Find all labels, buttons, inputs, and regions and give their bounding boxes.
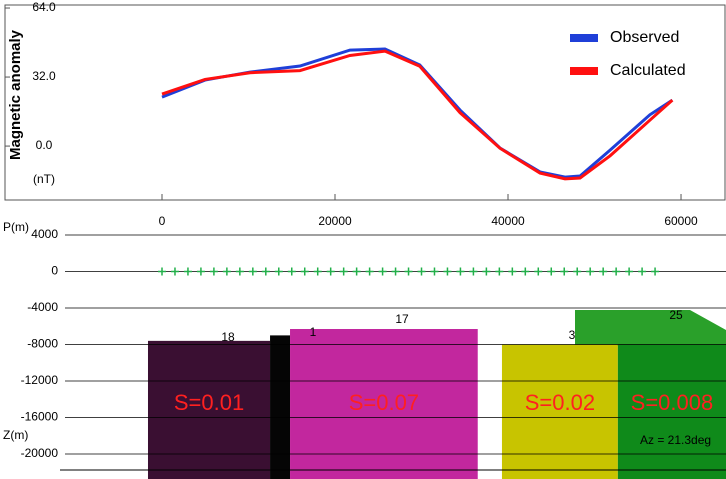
series-line xyxy=(161,47,674,179)
station xyxy=(196,267,205,276)
station xyxy=(404,267,413,276)
top-frame xyxy=(4,4,726,201)
model-block xyxy=(270,335,291,479)
station xyxy=(495,267,504,276)
y-unit: (nT) xyxy=(33,172,55,186)
y-tick-label: 64.0 xyxy=(32,0,56,14)
y-tick-label: 4000 xyxy=(31,227,58,241)
station xyxy=(443,267,452,276)
model-block xyxy=(501,344,618,479)
station xyxy=(547,267,556,276)
y-tick-label: -12000 xyxy=(21,373,59,387)
x-tick-label: 0 xyxy=(159,214,166,228)
y-tick-label: -8000 xyxy=(27,337,58,351)
x-tick-label: 60000 xyxy=(664,214,698,228)
station xyxy=(508,267,517,276)
block-label: S=0.008 xyxy=(631,390,714,415)
block-label: S=0.02 xyxy=(525,390,595,415)
station xyxy=(274,267,283,276)
station xyxy=(326,267,335,276)
station xyxy=(170,267,179,276)
model-block xyxy=(617,344,726,479)
station xyxy=(560,267,569,276)
station xyxy=(183,267,192,276)
station xyxy=(573,267,582,276)
x-axis-label: P(m) xyxy=(3,220,29,234)
station xyxy=(378,267,387,276)
annotation: 17 xyxy=(395,312,409,326)
prism-top xyxy=(575,310,726,346)
station xyxy=(222,267,231,276)
y-tick-label: 32.0 xyxy=(32,69,56,83)
station xyxy=(586,267,595,276)
station xyxy=(638,267,647,276)
series-line xyxy=(161,49,674,181)
station xyxy=(469,267,478,276)
station xyxy=(313,267,322,276)
annotation: 18 xyxy=(221,330,235,344)
y-tick-label: -4000 xyxy=(27,300,58,314)
y-tick-label: 0.0 xyxy=(36,138,53,152)
x-tick-label: 40000 xyxy=(491,214,525,228)
x-tick-label: 20000 xyxy=(318,214,352,228)
station xyxy=(365,267,374,276)
station xyxy=(430,267,439,276)
annotation: 3 xyxy=(569,328,576,342)
station xyxy=(209,267,218,276)
y-tick-label: -16000 xyxy=(21,410,59,424)
annotation: Az = 21.3deg xyxy=(640,433,711,447)
station xyxy=(352,267,361,276)
annotation: 25 xyxy=(669,308,683,322)
z-axis-label: Z(m) xyxy=(3,428,28,442)
block-label: S=0.01 xyxy=(174,390,244,415)
station xyxy=(391,267,400,276)
station xyxy=(625,267,634,276)
y-axis-label: Magnetic anomaly xyxy=(7,29,24,160)
station xyxy=(261,267,270,276)
station xyxy=(339,267,348,276)
annotation: 1 xyxy=(310,325,317,339)
model-block xyxy=(147,340,271,479)
legend-label: Calculated xyxy=(610,62,686,79)
station xyxy=(534,267,543,276)
legend-swatch xyxy=(570,34,598,42)
station xyxy=(248,267,257,276)
station xyxy=(456,267,465,276)
station xyxy=(612,267,621,276)
legend-swatch xyxy=(570,67,598,75)
y-tick-label: 0 xyxy=(51,264,58,278)
station xyxy=(482,267,491,276)
station xyxy=(417,267,426,276)
station xyxy=(651,267,660,276)
y-tick-label: -20000 xyxy=(21,446,59,460)
station xyxy=(235,267,244,276)
station xyxy=(521,267,530,276)
station xyxy=(599,267,608,276)
legend-label: Observed xyxy=(610,29,679,46)
block-label: S=0.07 xyxy=(349,390,419,415)
station xyxy=(287,267,296,276)
station xyxy=(158,267,167,276)
station xyxy=(300,267,309,276)
